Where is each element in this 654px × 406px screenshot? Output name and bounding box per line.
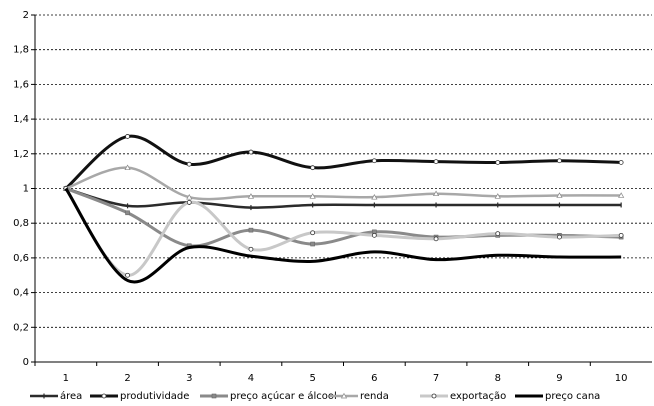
marker	[371, 193, 378, 200]
legend-label: preço cana	[545, 391, 600, 402]
legend-label: renda	[360, 391, 389, 402]
marker	[495, 160, 501, 165]
marker	[186, 199, 192, 205]
y-tick-label: 1	[23, 184, 29, 195]
legend-label: produtividade	[120, 391, 189, 402]
y-tick-label: 2	[23, 10, 29, 21]
marker	[557, 234, 562, 240]
x-tick-label: 9	[556, 373, 562, 384]
marker	[618, 160, 624, 165]
y-tick-label: 0,4	[13, 288, 29, 299]
marker	[124, 164, 131, 171]
marker	[125, 272, 130, 278]
marker	[186, 161, 192, 167]
y-tick-label: 1,8	[13, 45, 29, 56]
y-tick-label: 0,2	[13, 322, 29, 333]
x-tick-label: 7	[433, 373, 439, 384]
y-tick-label: 0,6	[13, 253, 29, 264]
marker	[310, 230, 316, 236]
x-tick-label: 2	[124, 373, 130, 384]
x-tick-label: 10	[615, 373, 628, 384]
marker	[618, 232, 624, 238]
x-tick-label: 5	[309, 373, 315, 384]
series-line	[65, 166, 622, 201]
series-line	[64, 187, 622, 277]
marker	[248, 246, 254, 252]
marker	[431, 393, 437, 399]
marker	[556, 192, 563, 198]
y-tick-label: 1,6	[13, 79, 29, 90]
marker	[247, 193, 255, 199]
x-tick-label: 8	[495, 373, 501, 384]
marker	[186, 193, 193, 200]
marker	[371, 232, 377, 238]
marker	[432, 190, 440, 197]
marker	[433, 159, 439, 165]
y-tick-label: 1,2	[13, 149, 29, 160]
legend-label: preço açúcar e álcool	[230, 390, 337, 402]
series-line	[64, 134, 622, 190]
x-tick-label: 1	[63, 373, 69, 384]
marker	[618, 192, 625, 198]
series-line	[64, 187, 622, 284]
marker	[310, 241, 315, 247]
marker	[494, 193, 501, 199]
marker	[101, 393, 107, 399]
y-tick-label: 0,8	[13, 218, 29, 229]
x-tick-label: 3	[186, 373, 192, 384]
legend-label: área	[60, 390, 82, 402]
marker	[310, 165, 316, 171]
marker	[340, 392, 348, 399]
x-tick-label: 6	[371, 373, 377, 384]
marker	[248, 227, 254, 233]
y-tick-label: 0	[23, 357, 29, 368]
series-line	[65, 187, 622, 209]
marker	[125, 210, 130, 216]
marker	[211, 393, 217, 399]
legend-label: exportação	[450, 391, 506, 402]
marker	[557, 158, 562, 164]
x-tick-label: 4	[248, 373, 254, 384]
marker	[495, 231, 501, 237]
marker	[125, 134, 130, 139]
marker	[371, 158, 377, 164]
marker	[248, 149, 254, 155]
marker	[309, 193, 316, 199]
marker	[433, 236, 439, 242]
y-tick-label: 1,4	[13, 114, 29, 125]
